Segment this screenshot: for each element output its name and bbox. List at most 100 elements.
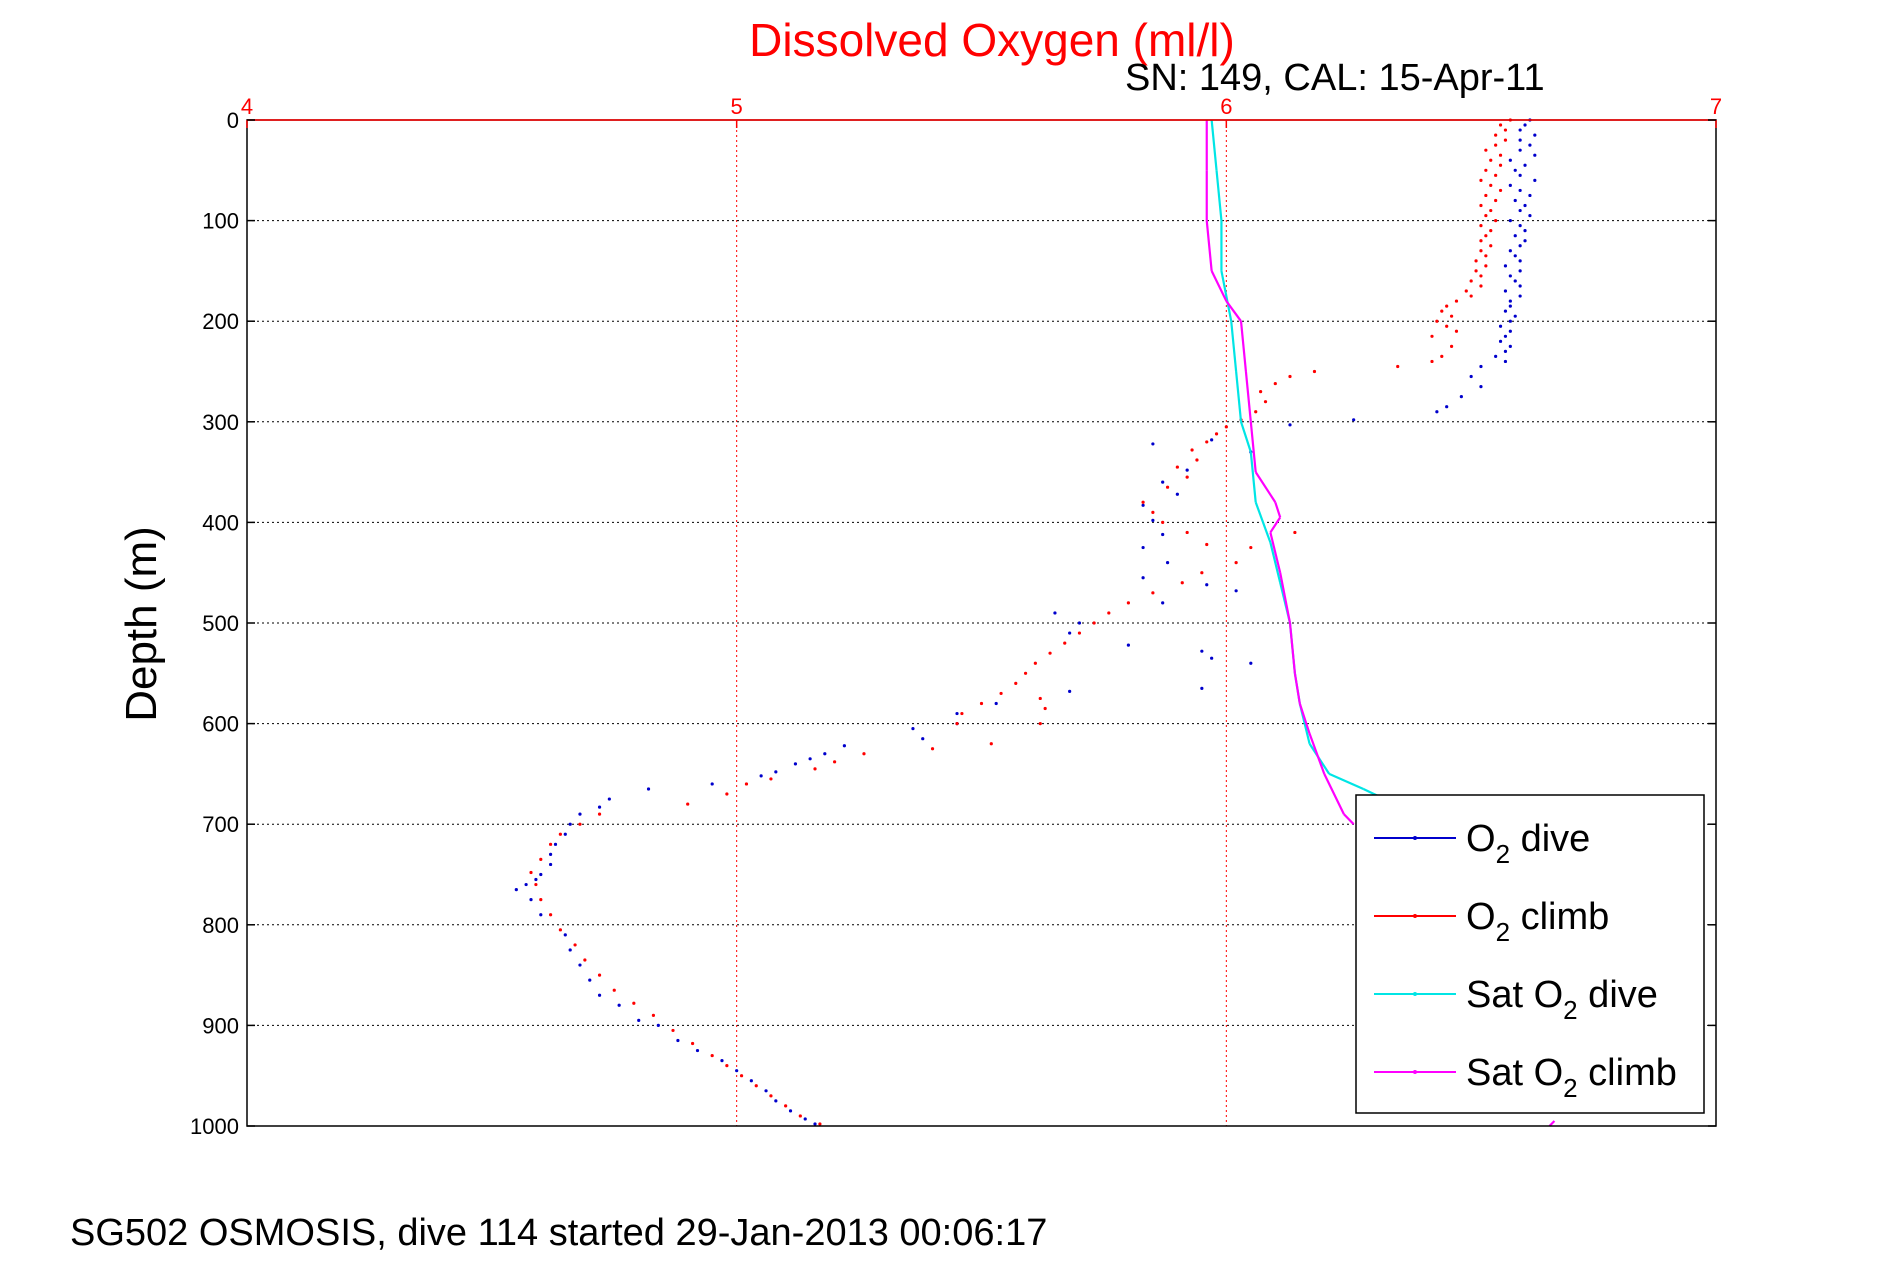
o2_climb-point: [1014, 681, 1018, 685]
o2_dive-point: [749, 1079, 753, 1083]
o2_dive-point: [1508, 329, 1512, 333]
o2_climb-point: [784, 1104, 788, 1108]
sat_climb-segment: [1205, 220, 1213, 272]
o2_climb-point: [1479, 239, 1483, 243]
legend-box: [1355, 794, 1705, 1114]
o2_climb-point: [686, 802, 690, 806]
o2_dive-point: [1518, 148, 1522, 152]
o2_climb-point: [1033, 661, 1037, 665]
y-tick-label: 900: [202, 1013, 239, 1038]
o2_dive-point: [578, 963, 582, 967]
legend-marker-o2_climb: [1413, 914, 1417, 918]
o2_dive-point: [1200, 686, 1204, 690]
o2_dive-point: [548, 862, 553, 867]
o2_climb-point: [1454, 299, 1459, 303]
o2_dive-point: [813, 1122, 817, 1126]
o2_dive-point: [1141, 576, 1145, 580]
o2_climb-point: [813, 767, 817, 771]
o2_climb-point: [1474, 259, 1478, 263]
o2_dive-point: [563, 933, 567, 937]
sat_climb-segment: [1343, 813, 1355, 825]
sat_climb-segment: [1269, 516, 1282, 534]
o2_dive-point: [921, 737, 925, 741]
o2_dive-point: [1508, 219, 1512, 223]
o2_climb-point: [1484, 264, 1488, 268]
o2_dive-point: [1185, 468, 1189, 472]
o2_climb-point: [548, 913, 553, 917]
o2_dive-point: [1523, 163, 1527, 167]
o2_dive-point: [1513, 198, 1517, 203]
legend-entries: O2 dive O2 climb Sat O2 dive Sat O2 climb: [1374, 818, 1677, 1103]
o2_climb-point: [798, 1114, 802, 1118]
series-sat_climb: [1205, 120, 1556, 1127]
o2_dive-point: [1523, 239, 1527, 243]
o2_dive-point: [524, 882, 528, 887]
o2_dive-point: [1479, 384, 1483, 389]
sat_climb-segment: [1279, 572, 1292, 624]
o2_dive-point: [617, 1003, 621, 1007]
o2_climb-point: [818, 1122, 822, 1126]
o2_climb-point: [558, 832, 562, 836]
sat_climb-segment: [1293, 673, 1301, 704]
x-tick-label: 5: [731, 94, 743, 119]
o2_climb-point: [1254, 410, 1258, 414]
o2_climb-point: [833, 760, 837, 764]
o2_climb-point: [725, 1064, 729, 1068]
o2_dive-point: [597, 993, 602, 997]
o2_climb-point: [539, 898, 543, 902]
o2_dive-point: [823, 752, 827, 756]
o2_climb-point: [1489, 208, 1493, 213]
o2_dive-point: [1533, 133, 1537, 137]
dive-info-footer: SG502 OSMOSIS, dive 114 started 29-Jan-2…: [70, 1212, 1047, 1254]
o2_dive-point: [534, 877, 538, 882]
o2_dive-point: [1068, 631, 1072, 635]
o2_dive-point: [539, 913, 543, 917]
legend-label-sat_climb: Sat O2 climb: [1466, 1052, 1677, 1103]
o2_dive-point: [676, 1038, 680, 1043]
o2_dive-point: [774, 770, 778, 774]
o2_dive-point: [1210, 656, 1214, 660]
o2_climb-point: [1185, 475, 1189, 479]
o2_climb-point: [1498, 188, 1503, 193]
o2_climb-point: [1489, 183, 1493, 187]
o2_climb-point: [1185, 530, 1189, 535]
sat_climb-segment: [1225, 300, 1242, 322]
o2_climb-point: [1484, 254, 1488, 258]
sat_dive-segment: [1210, 119, 1218, 171]
o2_climb-point: [862, 752, 866, 756]
legend-label-o2_climb: O2 climb: [1466, 896, 1609, 947]
o2_climb-point: [548, 842, 553, 846]
legend-label-sat_dive: Sat O2 dive: [1466, 974, 1658, 1025]
o2_dive-point: [1151, 442, 1155, 446]
o2_climb-point: [1293, 530, 1297, 535]
o2_climb-point: [1489, 158, 1493, 162]
sensor-calibration-label: SN: 149, CAL: 15-Apr-11: [1125, 57, 1545, 99]
o2_climb-point: [597, 812, 602, 816]
o2_climb-point: [1469, 279, 1473, 283]
o2_dive-point: [607, 797, 611, 801]
legend: O2 dive O2 climb Sat O2 dive Sat O2 climb: [1355, 794, 1705, 1114]
o2_climb-point: [1494, 198, 1498, 203]
legend-marker-sat_dive: [1413, 992, 1417, 996]
o2_climb-point: [1224, 425, 1228, 429]
o2_climb-point: [1449, 314, 1454, 318]
sat_climb-segment: [1254, 471, 1277, 503]
sat_climb-segment: [1210, 270, 1228, 302]
o2_climb-point: [1263, 400, 1268, 404]
sat_dive-segment: [1235, 371, 1243, 422]
o2_dive-point: [1518, 208, 1522, 213]
o2_dive-point: [1518, 244, 1522, 248]
o2_climb-point: [1214, 432, 1219, 436]
o2_dive-point: [578, 812, 582, 816]
x-tick-label: 6: [1220, 94, 1232, 119]
o2_dive-point: [1508, 299, 1512, 303]
sat_dive-segment: [1215, 170, 1223, 221]
sat_climb-segment: [1323, 773, 1345, 815]
o2_dive-point: [1234, 589, 1238, 593]
legend-label-o2_dive: O2 dive: [1466, 818, 1590, 869]
o2_dive-point: [597, 805, 602, 809]
o2_climb-point: [1474, 269, 1478, 273]
o2_dive-point: [1200, 649, 1204, 653]
o2_dive-point: [1435, 410, 1439, 414]
o2_dive-point: [1503, 289, 1508, 293]
